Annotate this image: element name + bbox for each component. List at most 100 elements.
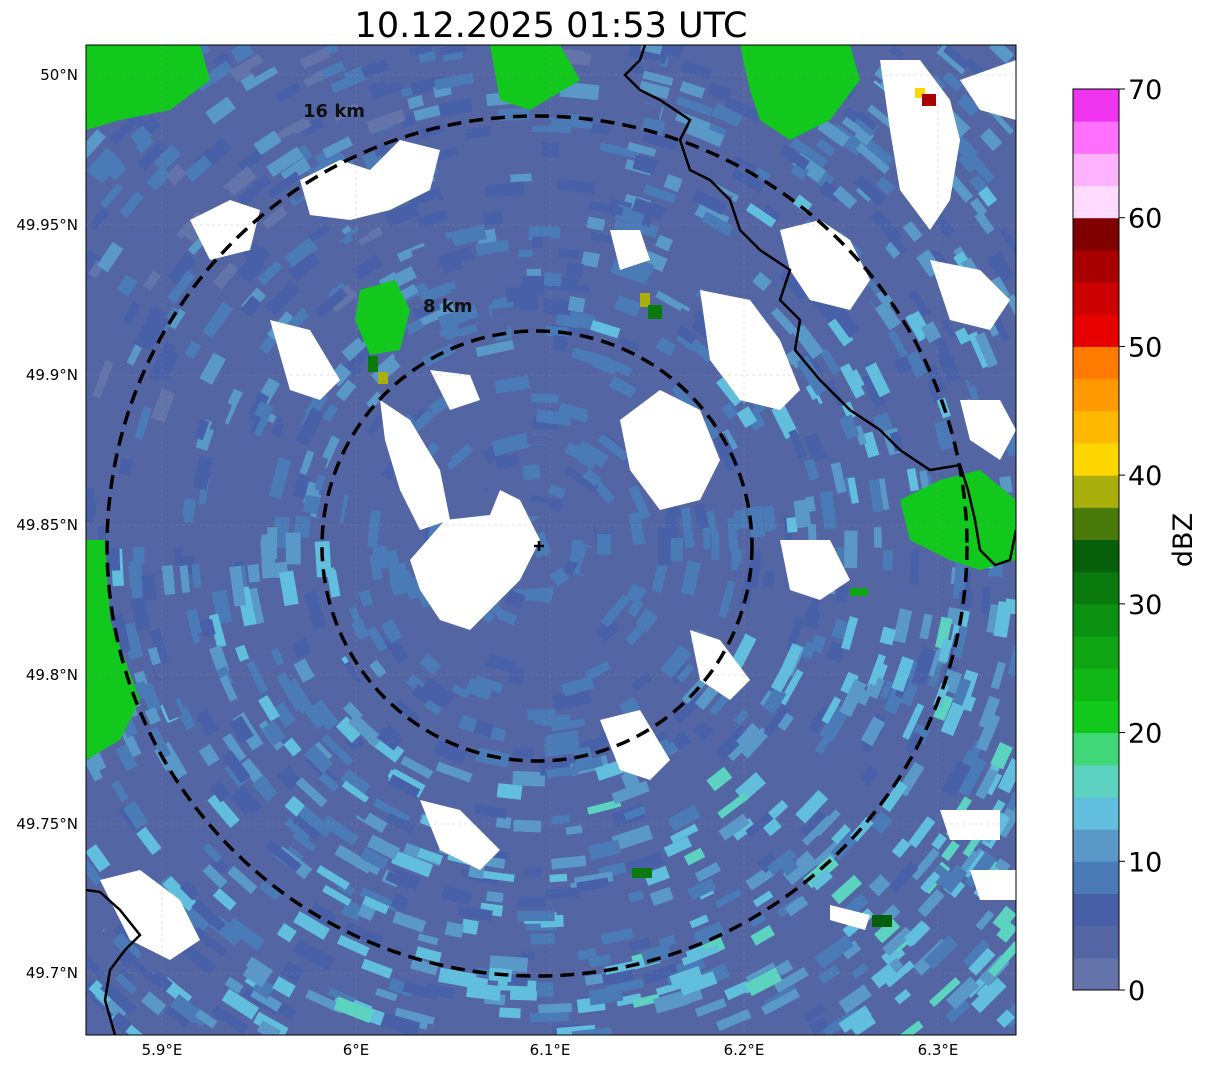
reflectivity-pixel [752,271,772,292]
reflectivity-pixel [727,517,739,552]
reflectivity-pixel [292,831,317,853]
reflectivity-pixel [642,131,679,152]
reflectivity-pixel [405,318,425,335]
reflectivity-pixel [990,661,1006,690]
reflectivity-pixel [219,675,238,702]
reflectivity-pixel [134,680,150,699]
ring-label-16km: 16 km [303,101,365,122]
reflectivity-pixel [92,360,114,399]
reflectivity-pixel [752,890,774,908]
no-echo-patches [100,60,1016,960]
reflectivity-pixel [992,905,1016,932]
reflectivity-pixel [304,744,334,774]
reflectivity-pixel [100,980,137,1016]
reflectivity-pixel [552,687,592,711]
reflectivity-pixel [802,607,821,629]
reflectivity-pixel [92,324,109,343]
reflectivity-pixel [445,224,487,248]
reflectivity-pixel [789,137,828,169]
reflectivity-pixel [352,254,384,281]
reflectivity-pixel [733,509,748,530]
reflectivity-pixel [303,590,327,631]
reflectivity-pixel [410,958,439,976]
reflectivity-pixel [394,1007,435,1025]
reflectivity-pixel [873,527,882,548]
reflectivity-pixel [802,1003,826,1023]
colorbar-bin [1073,925,1119,959]
reflectivity-pixel [421,677,456,707]
colorbar-bin [1073,603,1119,637]
colorbar: 0 10 20 30 40 50 60 70 dBZ [1072,75,1199,1007]
reflectivity-pixel [840,940,862,960]
reflectivity-pixel [276,672,305,712]
reflectivity-pixel [762,570,776,588]
reflectivity-pixel [961,694,977,712]
reflectivity-pixel [174,681,197,708]
reflectivity-pixel [456,323,478,338]
reflectivity-pixel [860,716,886,747]
reflectivity-pixel [1006,294,1016,320]
reflectivity-pixel [426,282,452,302]
reflectivity-pixel [221,750,251,784]
reflectivity-pixel [322,404,339,423]
reflectivity-pixel [694,998,727,1018]
reflectivity-pixel [292,815,322,841]
reflectivity-pixel [619,696,641,717]
reflectivity-pixel [332,103,360,122]
reflectivity-pixel [293,939,335,971]
reflectivity-pixel [365,411,388,436]
y-axis-ticks: 50°N 49.95°N 49.9°N 49.85°N 49.8°N 49.75… [16,66,78,982]
reflectivity-pixel [118,724,142,758]
reflectivity-pixel [273,117,308,142]
reflectivity-pixel [928,305,944,323]
reflectivity-pixel [680,507,695,548]
reflectivity-pixel [268,457,292,499]
reflectivity-pixel [996,920,1016,943]
reflectivity-pixel [134,406,152,441]
reflectivity-pixel [222,166,257,198]
reflectivity-pixel [522,464,541,481]
reflectivity-pixel [718,580,737,619]
reflectivity-pixel [179,565,191,594]
reflectivity-pixel [596,533,612,555]
reflectivity-pixel [329,493,345,534]
reflectivity-pixel [135,135,154,154]
reflectivity-pixel [887,329,908,358]
colorbar-bin [1073,700,1119,734]
reflectivity-pixel [679,80,706,99]
reflectivity-pixel [905,732,922,754]
reflectivity-pixel [494,452,521,471]
reflectivity-pixel [747,505,766,538]
reflectivity-pixel [366,109,407,134]
reflectivity-pixel [375,987,398,1002]
reflectivity-pixel [920,321,942,344]
reflectivity-pixel [959,589,974,609]
reflectivity-pixel [597,433,630,462]
reflectivity-pixel [504,589,526,610]
reflectivity-pixel [433,72,475,91]
reflectivity-pixel [861,431,880,458]
reflectivity-pixel [238,434,256,453]
reflectivity-pixel [118,457,134,476]
reflectivity-pixel [112,920,143,951]
reflectivity-pixel [359,887,399,912]
reflectivity-pixel [414,299,456,328]
reflectivity-pixel [147,646,162,666]
reflectivity-pixel [486,653,518,674]
reflectivity-pixel [840,671,859,695]
reflectivity-pixel [976,712,1001,752]
reflectivity-pixel [256,1020,281,1035]
reflectivity-pixel [195,708,219,736]
reflectivity-pixel [542,298,572,316]
reflectivity-pixel [700,182,733,206]
reflectivity-pixel [442,258,464,274]
reflectivity-pixel [306,70,347,94]
reflectivity-pixel [471,481,506,516]
colorbar-bin [1073,893,1119,927]
reflectivity-pixel [788,429,807,460]
reflectivity-pixel [884,960,915,988]
reflectivity-pixel [571,1026,613,1035]
reflectivity-pixel [778,643,803,679]
reflectivity-pixel [512,770,546,787]
